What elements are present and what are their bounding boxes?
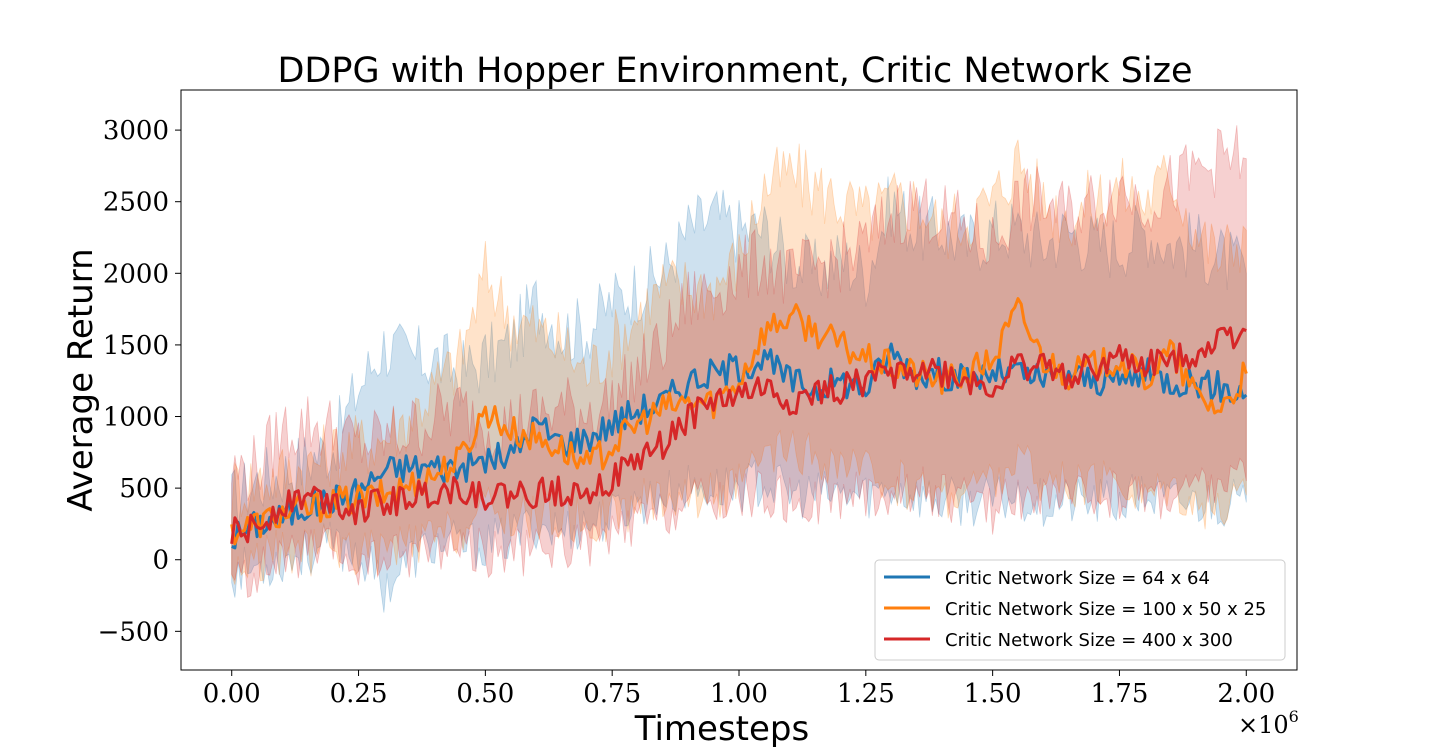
y-axis-ticks: −500 0 500 1000 1500 2000 2500 3000 [98,116,181,647]
x-axis-offset-base: ×10 [1238,711,1289,739]
x-tick-label: 0.75 [583,679,641,709]
series-lines [230,297,1248,550]
legend-label-3: Critic Network Size = 400 x 300 [945,630,1233,651]
y-tick-label: −500 [98,617,169,647]
legend: Critic Network Size = 64 x 64 Critic Netw… [874,559,1286,661]
y-tick-label: 2500 [103,188,169,218]
x-tick-label: 0.00 [203,679,261,709]
legend-label-2: Critic Network Size = 100 x 50 x 25 [945,599,1266,620]
y-axis-label: Average Return [61,248,101,511]
series-line-3 [230,326,1247,544]
x-tick-label: 1.00 [710,679,768,709]
y-tick-label: 3000 [103,116,169,146]
y-tick-label: 2000 [103,259,169,289]
x-axis-label: Timesteps [634,709,809,749]
x-tick-label: 0.25 [330,679,388,709]
y-tick-label: 1500 [103,331,169,361]
x-tick-label: 2.00 [1217,679,1275,709]
legend-box [874,559,1286,661]
y-tick-label: 0 [152,546,169,576]
x-axis-offset-label: ×106 [1238,707,1299,739]
series-band-3 [231,125,1247,599]
x-axis-offset-exponent: 6 [1289,707,1299,726]
chart-title: DDPG with Hopper Environment, Critic Net… [277,51,1192,91]
y-tick-label: 1000 [103,403,169,433]
series-line-2 [230,297,1248,546]
x-axis-ticks: 0.00 0.25 0.50 0.75 1.00 1.25 1.50 1.75 2.00 [203,670,1275,709]
x-tick-label: 1.75 [1091,679,1149,709]
x-tick-label: 1.50 [964,679,1022,709]
y-tick-label: 500 [119,474,169,504]
x-tick-label: 1.25 [837,679,895,709]
series-band-1 [231,176,1247,613]
legend-label-1: Critic Network Size = 64 x 64 [945,568,1210,589]
x-tick-label: 0.50 [456,679,514,709]
